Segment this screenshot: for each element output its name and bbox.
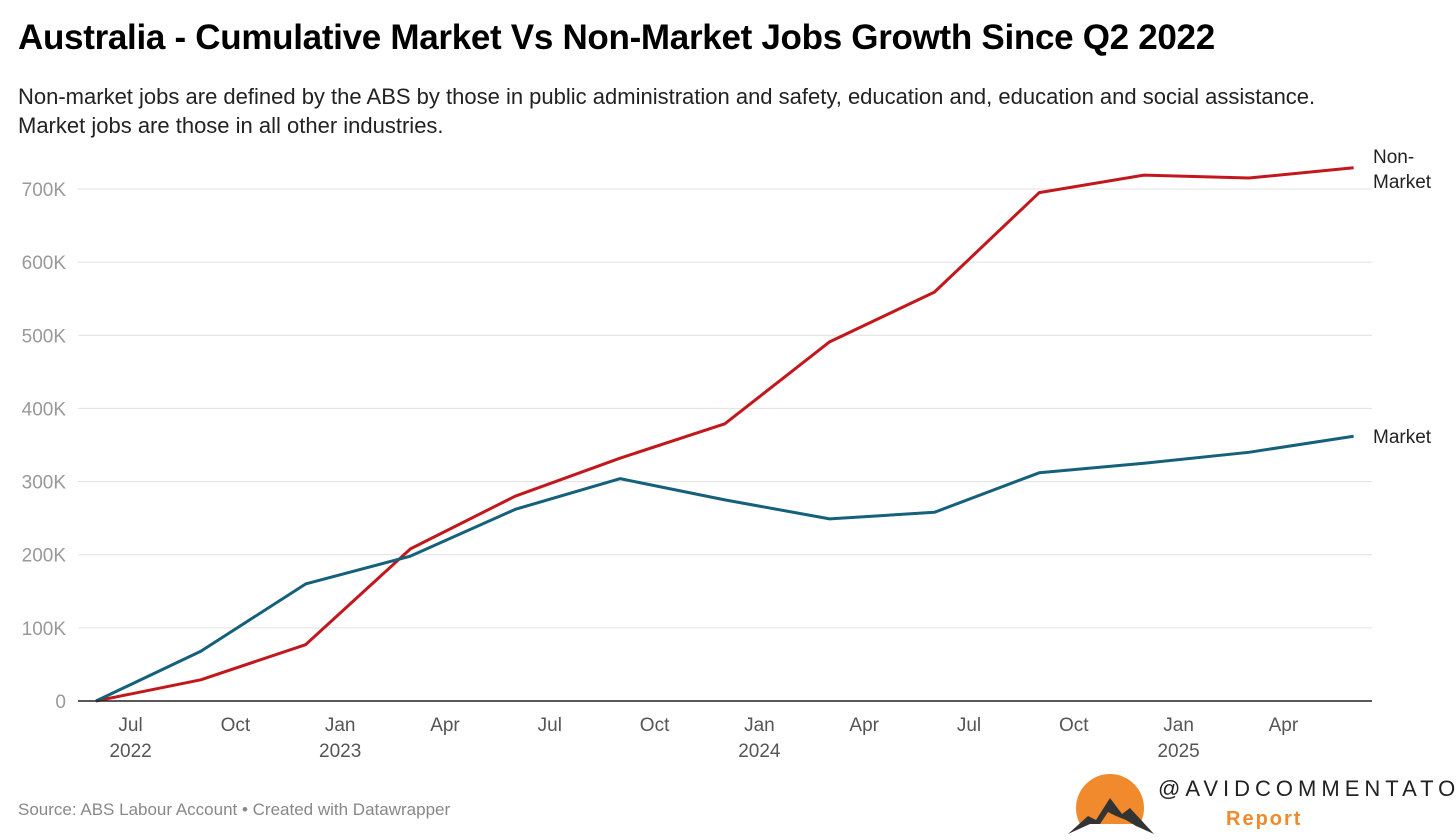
x-tick-label: Jul (118, 715, 142, 736)
x-tick-label: Apr (1269, 715, 1299, 736)
mountain-sun-icon (1066, 774, 1156, 840)
x-tick-year: 2023 (319, 741, 361, 762)
x-tick-label: Oct (640, 715, 670, 736)
y-tick-label: 200K (22, 546, 67, 567)
y-tick-label: 400K (22, 399, 67, 420)
x-tick-label: Jan (744, 715, 775, 736)
x-tick-label: Jan (325, 715, 356, 736)
y-tick-label: 0 (55, 692, 66, 713)
logo-report: Report (1226, 808, 1303, 830)
chart-title: Australia - Cumulative Market Vs Non-Mar… (18, 18, 1215, 57)
x-tick-label: Apr (430, 715, 460, 736)
source-note: Source: ABS Labour Account • Created wit… (18, 800, 451, 819)
series-label: Market (1373, 172, 1432, 193)
y-tick-label: 100K (22, 619, 67, 640)
x-tick-label: Oct (1059, 715, 1089, 736)
x-tick-year: 2024 (738, 741, 781, 762)
x-tick-label: Jan (1163, 715, 1194, 736)
y-tick-label: 300K (22, 473, 67, 494)
series-label: Non- (1373, 147, 1414, 168)
y-tick-label: 700K (22, 180, 67, 201)
series-line-non-market (95, 166, 1354, 703)
series-line-market (95, 434, 1354, 703)
y-tick-label: 600K (22, 253, 67, 274)
series-label: Market (1373, 427, 1432, 448)
x-tick-year: 2025 (1157, 741, 1199, 762)
logo-handle: @AVIDCOMMENTATOR (1158, 776, 1456, 801)
line-chart: 0 100K 200K 300K 400K 500K 600K 700K Jul 2022 Oct J… (22, 147, 1432, 762)
x-tick-label: Apr (849, 715, 879, 736)
x-tick-year: 2022 (109, 741, 151, 762)
x-tick-label: Jul (538, 715, 562, 736)
x-tick-label: Oct (221, 715, 251, 736)
x-tick-label: Jul (957, 715, 981, 736)
chart-subtitle: Non-market jobs are defined by the ABS b… (18, 84, 1316, 138)
y-tick-label: 500K (22, 326, 67, 347)
